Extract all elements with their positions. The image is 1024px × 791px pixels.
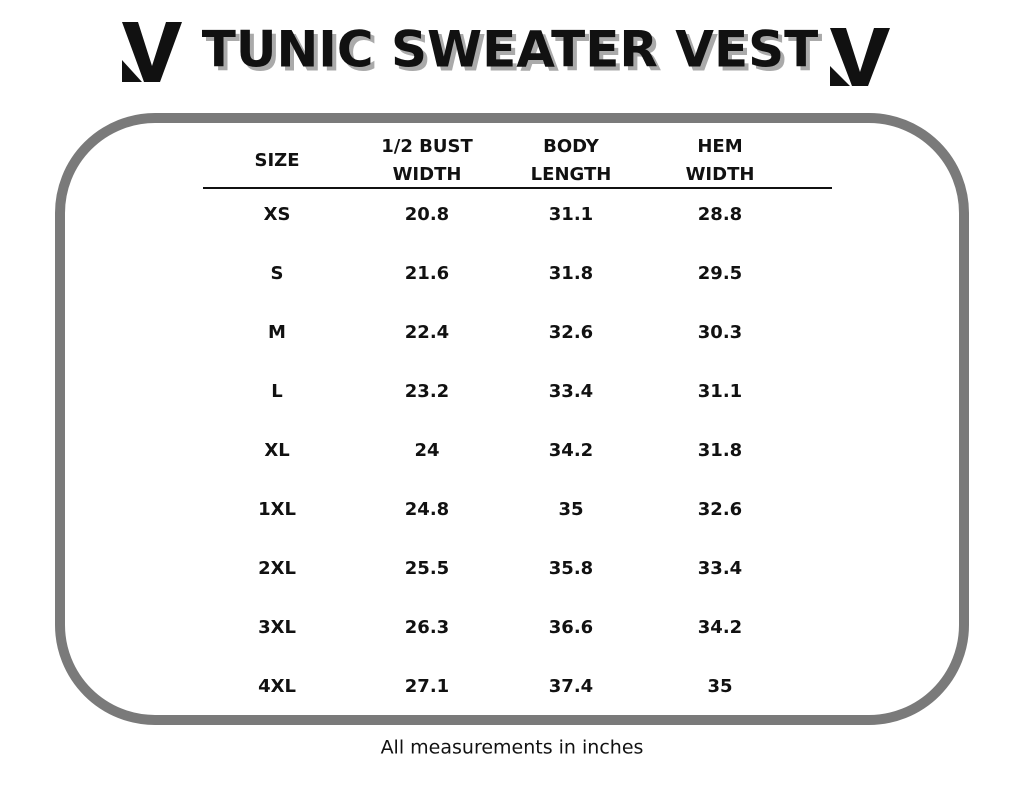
logo-left (122, 22, 182, 82)
table-cell: 28.8 (698, 204, 742, 225)
table-cell: 30.3 (698, 322, 742, 343)
column-header: LENGTH (531, 164, 612, 185)
table-cell: 31.1 (549, 204, 593, 225)
table-cell: L (271, 381, 282, 402)
table-cell: S (271, 263, 284, 284)
table-cell: M (268, 322, 286, 343)
table-cell: 23.2 (405, 381, 449, 402)
column-header: WIDTH (393, 164, 462, 185)
column-header: WIDTH (686, 164, 755, 185)
table-cell: 20.8 (405, 204, 449, 225)
table-cell: 33.4 (698, 558, 742, 579)
table-cell: 32.6 (698, 499, 742, 520)
table-cell: 26.3 (405, 617, 449, 638)
table-cell: 35.8 (549, 558, 593, 579)
table-cell: 21.6 (405, 263, 449, 284)
table-cell: 22.4 (405, 322, 449, 343)
table-cell: 34.2 (549, 440, 593, 461)
column-header: HEM (697, 136, 742, 157)
table-cell: 34.2 (698, 617, 742, 638)
table-cell: 32.6 (549, 322, 593, 343)
logo-right (830, 28, 890, 86)
title-shadow: TUNIC SWEATER VEST (206, 25, 823, 83)
table-cell: 31.1 (698, 381, 742, 402)
table-cell: 24.8 (405, 499, 449, 520)
table-cell: 4XL (258, 676, 296, 697)
column-header: SIZE (254, 150, 299, 171)
table-cell: 25.5 (405, 558, 449, 579)
table-cell: 36.6 (549, 617, 593, 638)
table-cell: 31.8 (549, 263, 593, 284)
table-cell: XS (264, 204, 291, 225)
table-frame (55, 113, 969, 725)
table-cell: 1XL (258, 499, 296, 520)
table-cell: 33.4 (549, 381, 593, 402)
table-cell: 35 (707, 676, 732, 697)
table-cell: 2XL (258, 558, 296, 579)
table-cell: 31.8 (698, 440, 742, 461)
title: TUNIC SWEATER VEST (202, 21, 819, 79)
table-cell: 37.4 (549, 676, 593, 697)
column-header: 1/2 BUST (381, 136, 473, 157)
table-cell: 27.1 (405, 676, 449, 697)
column-header: BODY (543, 136, 600, 157)
table-cell: 3XL (258, 617, 296, 638)
table-cell: 35 (558, 499, 583, 520)
footnote: All measurements in inches (381, 737, 644, 759)
table-cell: 24 (414, 440, 439, 461)
table-cell: 29.5 (698, 263, 742, 284)
table-cell: XL (264, 440, 289, 461)
